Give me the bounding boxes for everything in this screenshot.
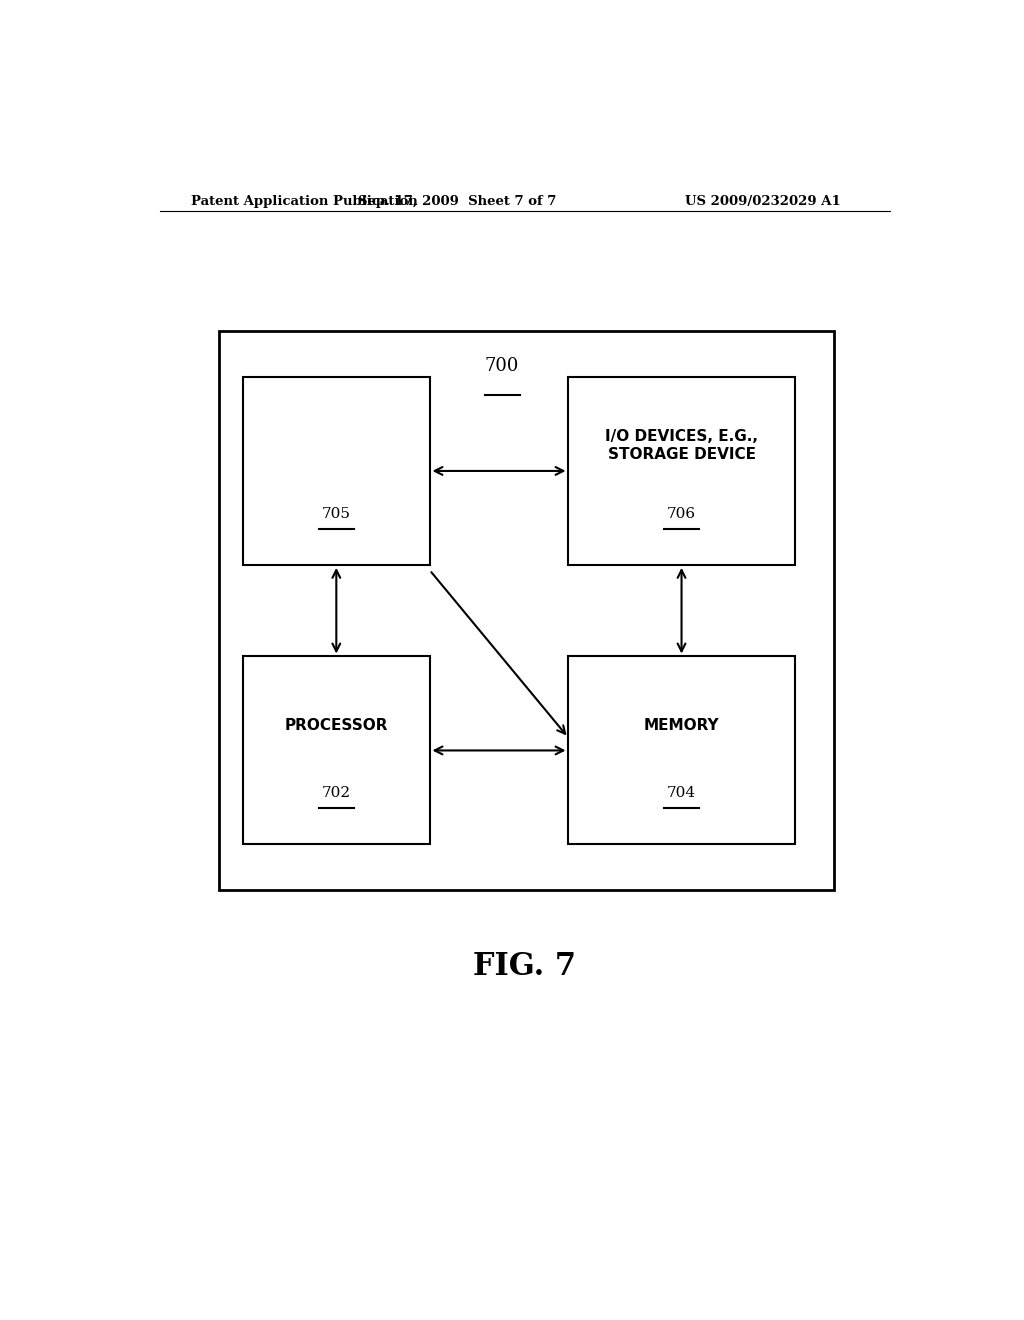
Text: Sep. 17, 2009  Sheet 7 of 7: Sep. 17, 2009 Sheet 7 of 7 [358, 194, 556, 207]
Bar [243, 378, 430, 565]
Text: 704: 704 [667, 785, 696, 800]
Bar [219, 331, 835, 890]
Bar [568, 378, 795, 565]
FancyArrowPatch shape [434, 467, 563, 475]
FancyArrowPatch shape [333, 570, 340, 651]
Text: 700: 700 [485, 356, 519, 375]
FancyArrowPatch shape [431, 572, 565, 734]
Text: I/O DEVICES, E.G.,
STORAGE DEVICE: I/O DEVICES, E.G., STORAGE DEVICE [605, 429, 758, 462]
Bar [243, 656, 430, 845]
Bar [568, 656, 795, 845]
FancyArrowPatch shape [678, 570, 685, 651]
Text: 702: 702 [322, 785, 351, 800]
FancyArrowPatch shape [434, 747, 563, 754]
Text: MEMORY: MEMORY [644, 718, 719, 733]
Text: 705: 705 [322, 507, 351, 520]
Text: PROCESSOR: PROCESSOR [285, 718, 388, 733]
Text: FIG. 7: FIG. 7 [473, 950, 577, 982]
Text: US 2009/0232029 A1: US 2009/0232029 A1 [685, 194, 841, 207]
Text: Patent Application Publication: Patent Application Publication [191, 194, 418, 207]
Text: 706: 706 [667, 507, 696, 520]
